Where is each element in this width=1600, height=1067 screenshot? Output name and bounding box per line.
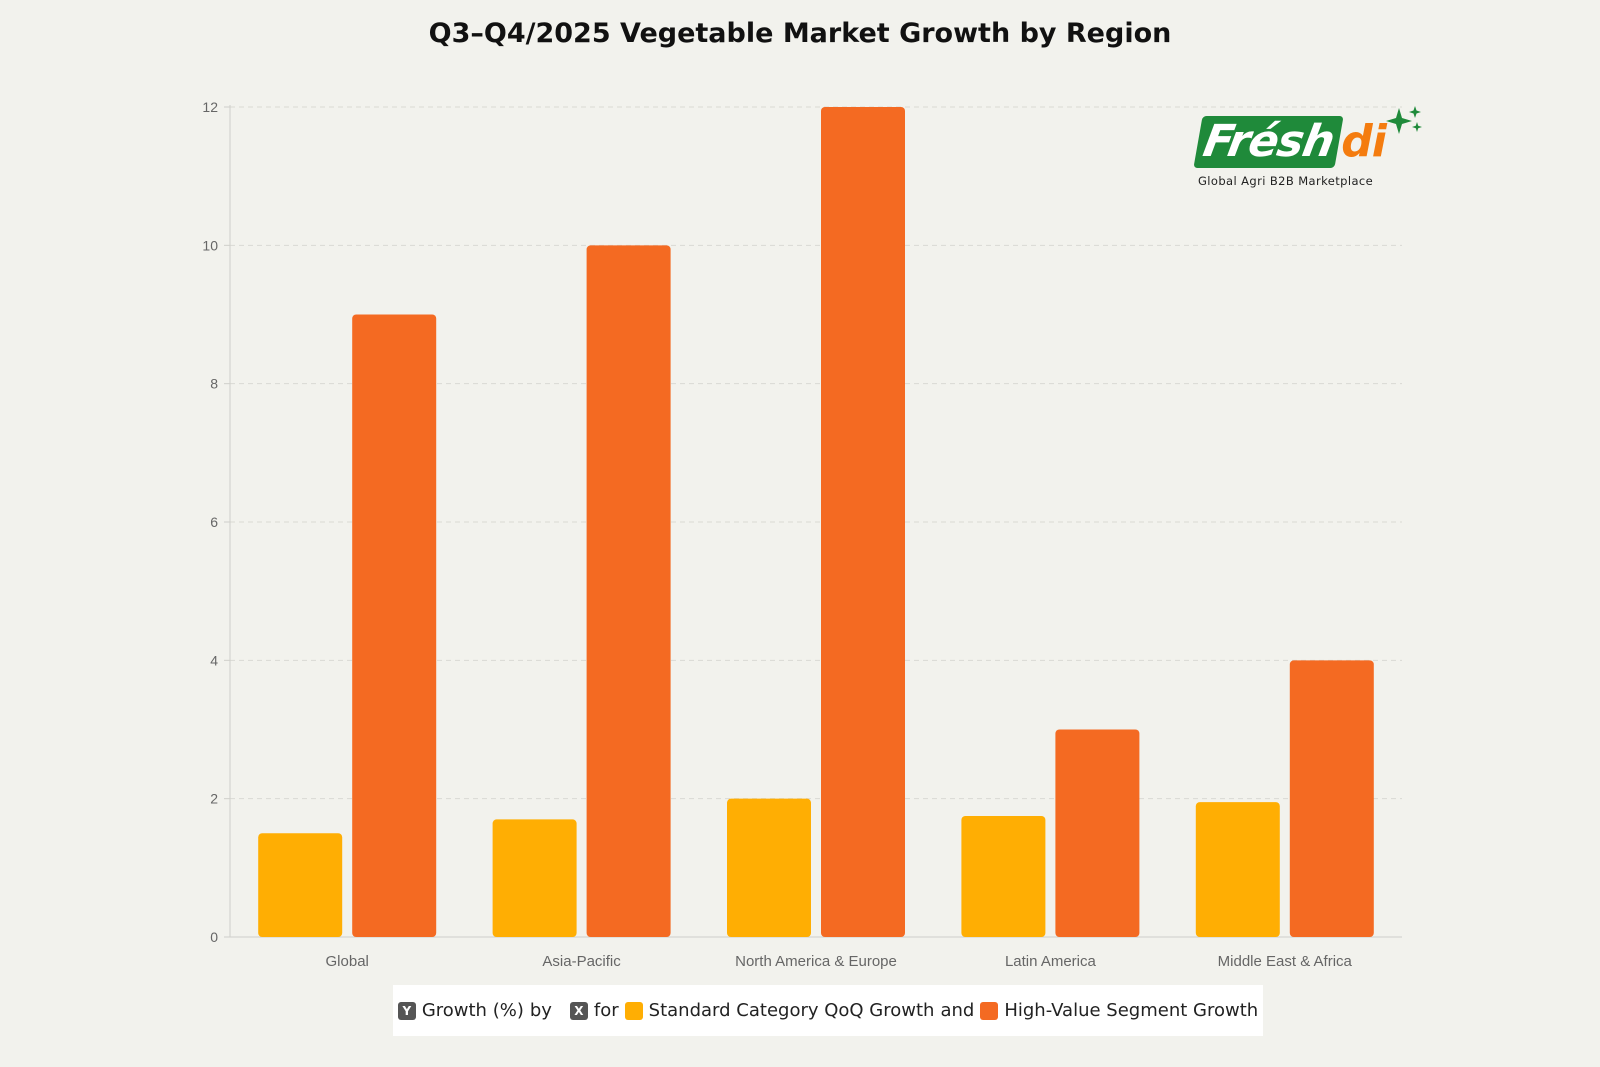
bar-standard bbox=[258, 833, 343, 937]
legend-by-text: by bbox=[529, 1000, 552, 1021]
y-tick-label: 10 bbox=[202, 237, 218, 253]
x-tick-label: Global bbox=[326, 953, 369, 970]
legend-series1-label: Standard Category QoQ Growth bbox=[648, 1000, 935, 1021]
legend-and-text: and bbox=[940, 1000, 975, 1021]
y-axis-badge: Y bbox=[397, 1001, 416, 1020]
x-tick-label: Latin America bbox=[1005, 953, 1097, 970]
y-tick-label: 6 bbox=[210, 514, 218, 530]
freshdi-logo: Fréshdi Global Agri B2B Marketplace bbox=[1193, 104, 1423, 192]
bars bbox=[258, 107, 1374, 938]
y-tick-labels: 0 2 4 6 8 10 12 bbox=[202, 99, 218, 945]
legend-for-text: for bbox=[593, 1000, 619, 1021]
bar-high-value bbox=[352, 314, 437, 937]
legend-y-text: Growth (%) bbox=[421, 1000, 524, 1021]
logo-brand-suffix: di bbox=[1341, 116, 1387, 167]
x-axis-badge: X bbox=[569, 1001, 588, 1020]
y-tick-label: 4 bbox=[210, 652, 218, 668]
chart-title: Q3–Q4/2025 Vegetable Market Growth by Re… bbox=[428, 18, 1172, 49]
bar-high-value bbox=[821, 107, 905, 937]
x-tick-label: Middle East & Africa bbox=[1218, 953, 1353, 970]
legend-swatch-standard bbox=[624, 1001, 643, 1020]
y-tick-label: 8 bbox=[210, 376, 218, 392]
bar-standard bbox=[1195, 802, 1280, 937]
logo-tagline: Global Agri B2B Marketplace bbox=[1198, 174, 1374, 188]
x-tick-label: Asia-Pacific bbox=[542, 953, 621, 970]
x-tick-label: North America & Europe bbox=[735, 953, 897, 970]
y-tick-label: 2 bbox=[210, 791, 218, 807]
logo-wordmark: Fréshdi bbox=[1193, 116, 1387, 168]
sparkle-icon bbox=[1386, 106, 1422, 134]
gridlines bbox=[230, 106, 1402, 800]
x-tick-labels: Global Asia-Pacific North America & Europe… bbox=[326, 953, 1353, 970]
legend-series2-label: High-Value Segment Growth bbox=[1004, 1000, 1259, 1021]
y-tick-label: 0 bbox=[210, 929, 218, 945]
bar-high-value bbox=[1055, 729, 1140, 937]
bar-high-value bbox=[1289, 660, 1374, 937]
y-tick-label: 12 bbox=[202, 99, 218, 115]
legend-swatch-high-value bbox=[980, 1001, 999, 1020]
bar-chart: 0 2 4 6 8 10 12 Global Asia-Pacific North Americ… bbox=[202, 99, 1402, 970]
bar-high-value bbox=[586, 245, 671, 938]
logo-brand-main: Frésh bbox=[1193, 116, 1344, 168]
legend: Y Growth (%) by X for Standard Category … bbox=[393, 985, 1263, 1036]
bar-standard bbox=[727, 798, 811, 937]
bar-standard bbox=[492, 819, 577, 937]
bar-standard bbox=[961, 815, 1046, 937]
